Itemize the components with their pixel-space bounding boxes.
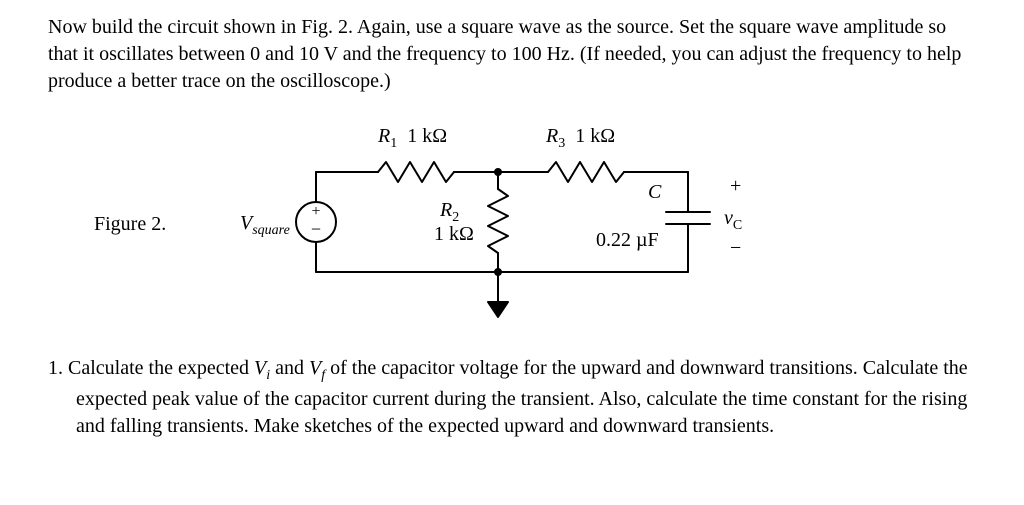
circuit-diagram: + − [48, 117, 976, 337]
figure-2: Figure 2. + − [48, 117, 976, 337]
c-name: C [648, 181, 661, 204]
source-label: Vsquare [240, 212, 290, 239]
vc-minus: − [730, 237, 741, 260]
r3-label: R3 1 kΩ [546, 125, 615, 152]
question-1: 1. Calculate the expected Vi and Vf of t… [48, 355, 976, 440]
vc-plus: + [730, 175, 741, 198]
question-text: Calculate the expected Vi and Vf of the … [68, 357, 968, 437]
intro-paragraph: Now build the circuit shown in Fig. 2. A… [48, 14, 976, 95]
r2-value: 1 kΩ [434, 223, 474, 246]
r2-name: R2 [440, 199, 459, 226]
c-value: 0.22 µF [596, 229, 659, 252]
vc-label: vC [724, 207, 742, 234]
svg-text:−: − [311, 219, 321, 239]
r1-label: R1 1 kΩ [378, 125, 447, 152]
question-number: 1. [48, 357, 63, 379]
svg-text:+: + [311, 203, 320, 220]
